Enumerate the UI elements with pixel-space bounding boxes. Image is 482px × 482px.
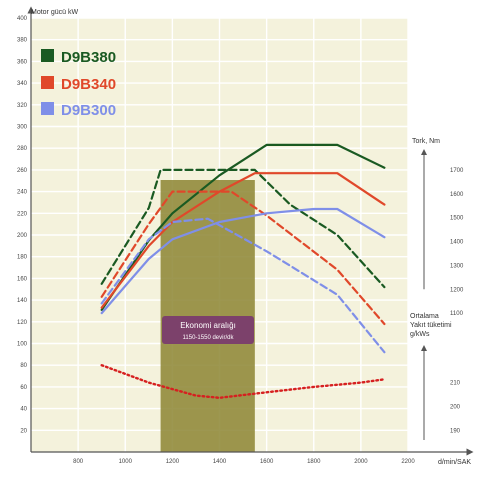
economy-sublabel: 1150-1550 devir/dk [183,335,235,341]
d9b380-torque-line [100,168,386,289]
y-tick-label: 140 [17,298,28,304]
legend-swatch-d9b380 [41,49,54,62]
y-tick-label: 400 [17,16,28,22]
torque-tick-label: 1500 [450,216,464,222]
y-tick-label: 160 [17,276,28,282]
legend-swatch-d9b300 [41,102,54,115]
fuel-tick-label: 190 [450,428,461,434]
legend-label-d9b300: D9B300 [61,102,116,119]
x-tick-label: 800 [73,459,84,465]
y-axis-title: Motor gücü kW [31,9,78,16]
y-tick-label: 100 [17,342,28,348]
fuel-axis-title-line-2: Yakıt tüketimi [410,322,452,329]
series-lines [100,143,386,399]
x-tick-label: 1000 [119,459,133,465]
torque-tick-label: 1400 [450,240,464,246]
y-tick-label: 340 [17,81,28,87]
torque-tick-label: 1600 [450,192,464,198]
y-tick-label: 320 [17,103,28,109]
y-tick-label: 200 [17,233,28,239]
y-tick-label: 300 [17,125,28,131]
x-tick-label: 1200 [166,459,180,465]
fuel-axis-title-line-1: Ortalama [410,313,439,320]
y-tick-label: 220 [17,211,28,217]
y-tick-label: 80 [20,363,27,369]
x-tick-label: 1600 [260,459,274,465]
fuel-axis-title-line-3: g/kWs [410,331,430,338]
y-tick-label: 240 [17,190,28,196]
series-fuel-line [100,364,386,399]
x-tick-label: 1800 [307,459,321,465]
torque-axis-title: Tork, Nm [412,138,440,145]
economy-label: Ekonomi aralığı [180,321,236,330]
d9b300-torque-line [100,217,386,354]
economy-label-box: Ekonomi aralığı 1150-1550 devir/dk [162,316,254,344]
torque-tick-label: 1300 [450,263,464,269]
d9b340-power-line [100,172,386,309]
x-unit-label: d/min/SAK [438,459,471,466]
y-tick-label: 120 [17,320,28,326]
fuel-axis-title: Ortalama Yakıt tüketimi g/kWs [410,313,452,338]
fuel-tick-label: 200 [450,404,461,410]
economy-label-bg [162,316,254,344]
fuel-tick-label: 210 [450,381,461,387]
d9b300-power-line [100,207,386,315]
y-tick-label: 280 [17,146,28,152]
y-tick-label: 380 [17,38,28,44]
torque-tick-label: 1700 [450,168,464,174]
torque-tick-label: 1100 [450,311,464,317]
legend-label-d9b380: D9B380 [61,49,116,66]
y-tick-label: 260 [17,168,28,174]
right-axes: 1700 1600 1500 1400 1300 1200 1100 210 200 190 [421,149,464,440]
legend-swatch-d9b340 [41,76,54,89]
axes [27,6,474,456]
y-tick-label: 360 [17,59,28,65]
y-tick-label: 180 [17,255,28,261]
torque-tick-label: 1200 [450,287,464,293]
x-tick-label: 1400 [213,459,227,465]
y-tick-label: 60 [20,385,27,391]
legend-label-d9b340: D9B340 [61,76,116,93]
x-tick-label: 2000 [354,459,368,465]
x-tick-label: 2200 [401,459,415,465]
tick-labels: 20 40 60 80 100 120 140 160 180 200 220 240 260 280 30… [17,16,415,465]
y-tick-label: 40 [20,407,27,413]
legend: D9B380 D9B340 D9B300 [41,49,116,119]
y-tick-label: 20 [20,428,27,434]
